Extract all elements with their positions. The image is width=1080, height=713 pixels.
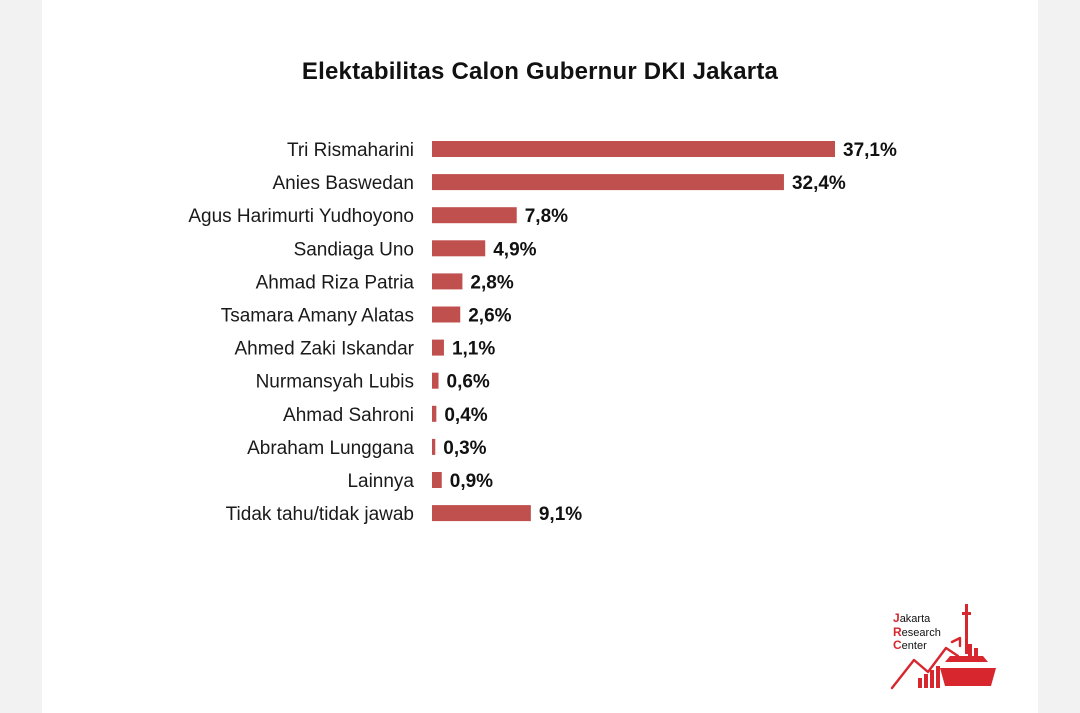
bar (432, 472, 442, 488)
category-label: Ahmad Riza Patria (256, 272, 415, 293)
logo-word-research: esearch (901, 626, 941, 639)
bar (432, 306, 461, 323)
value-label: 0,9% (450, 471, 493, 492)
logo-cap-c: C (893, 638, 902, 652)
value-label: 2,8% (470, 272, 513, 293)
chart-title: Elektabilitas Calon Gubernur DKI Jakarta (301, 58, 779, 85)
category-label: Ahmad Sahroni (283, 405, 414, 426)
value-label: 0,3% (443, 438, 486, 459)
category-label: Nurmansyah Lubis (256, 372, 414, 393)
logo-word-jakarta: akarta (899, 613, 931, 625)
category-label: Tri Rismaharini (287, 140, 414, 161)
value-label: 1,1% (452, 339, 495, 360)
logo-cap-j: J (893, 611, 900, 625)
bar (432, 405, 437, 422)
jrc-logo-icon: Jakarta Research Center (888, 598, 998, 694)
category-label: Anies Baswedan (272, 173, 414, 194)
value-label: 32,4% (792, 173, 846, 194)
bar (432, 438, 436, 455)
bar (432, 240, 486, 257)
value-label: 0,4% (444, 405, 487, 426)
bar (432, 141, 835, 157)
category-label: Agus Harimurti Yudhoyono (188, 206, 414, 227)
logo-text: Jakarta Research Center (893, 612, 941, 653)
bar (432, 207, 517, 224)
report-page: Elektabilitas Calon Gubernur DKI Jakarta… (42, 0, 1038, 713)
logo-word-center: enter (901, 640, 927, 652)
value-label: 0,6% (447, 372, 490, 393)
value-label: 9,1% (539, 504, 582, 525)
category-label: Sandiaga Uno (294, 239, 414, 260)
value-label: 7,8% (525, 206, 568, 227)
bar (432, 273, 463, 290)
category-label: Tsamara Amany Alatas (221, 306, 414, 327)
value-label: 4,9% (493, 239, 536, 260)
bar (432, 372, 439, 389)
bar (432, 339, 444, 356)
value-label: 37,1% (843, 140, 897, 161)
logo-cap-r: R (893, 624, 902, 639)
monas-logo-graphic (890, 604, 996, 690)
category-label: Lainnya (347, 471, 414, 492)
value-label: 2,6% (468, 306, 511, 327)
category-label: Tidak tahu/tidak jawab (226, 504, 414, 525)
bar-chart: Tri Rismaharini 37,1% Anies Baswedan 32,4% A… (188, 140, 897, 525)
bar (432, 174, 784, 191)
bar (432, 505, 531, 522)
category-label: Ahmed Zaki Iskandar (234, 339, 414, 360)
category-label: Abraham Lunggana (247, 438, 414, 459)
